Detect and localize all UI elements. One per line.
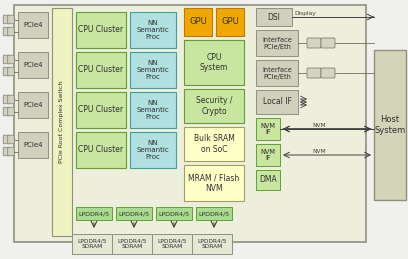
Text: MRAM / Flash
NVM: MRAM / Flash NVM <box>188 173 239 193</box>
Text: NVM
IF: NVM IF <box>260 123 275 135</box>
Bar <box>130 52 176 88</box>
Text: NVM
IF: NVM IF <box>260 148 275 162</box>
FancyBboxPatch shape <box>8 107 14 116</box>
Text: Display: Display <box>294 11 316 16</box>
Text: Local IF: Local IF <box>263 97 291 106</box>
Bar <box>256 144 280 166</box>
Bar <box>18 52 48 78</box>
Bar <box>76 132 126 168</box>
Text: PCIe Root Complex Switch: PCIe Root Complex Switch <box>60 81 64 163</box>
Bar <box>256 30 298 56</box>
Bar <box>72 234 112 254</box>
FancyBboxPatch shape <box>3 95 10 104</box>
Bar <box>116 207 152 220</box>
Text: PCIe4: PCIe4 <box>23 142 43 148</box>
Bar <box>18 12 48 38</box>
FancyBboxPatch shape <box>3 67 10 76</box>
FancyBboxPatch shape <box>3 107 10 116</box>
Bar <box>256 90 298 114</box>
Bar <box>112 234 152 254</box>
FancyBboxPatch shape <box>307 38 321 48</box>
Bar <box>184 40 244 85</box>
Bar <box>256 118 280 140</box>
Bar <box>256 60 298 86</box>
FancyBboxPatch shape <box>321 38 335 48</box>
Text: Interface
PCIe/Eth: Interface PCIe/Eth <box>262 37 292 49</box>
Bar <box>130 92 176 128</box>
Bar <box>256 8 292 26</box>
FancyBboxPatch shape <box>3 15 10 24</box>
Bar <box>76 92 126 128</box>
Text: Security /
Crypto: Security / Crypto <box>196 96 232 116</box>
Text: NVM: NVM <box>312 149 326 154</box>
Text: LPDDR4/5: LPDDR4/5 <box>118 211 150 216</box>
FancyBboxPatch shape <box>8 15 14 24</box>
Text: LPDDR4/5
SDRAM: LPDDR4/5 SDRAM <box>197 239 227 249</box>
FancyBboxPatch shape <box>8 135 14 144</box>
Text: CPU Cluster: CPU Cluster <box>78 25 124 34</box>
Text: NVM: NVM <box>312 123 326 128</box>
FancyBboxPatch shape <box>8 147 14 156</box>
Text: LPDDR4/5
SDRAM: LPDDR4/5 SDRAM <box>117 239 147 249</box>
Text: NN
Semantic
Proc: NN Semantic Proc <box>137 60 169 80</box>
Bar <box>374 50 406 200</box>
FancyBboxPatch shape <box>8 95 14 104</box>
FancyBboxPatch shape <box>8 55 14 64</box>
Text: LPDDR4/5: LPDDR4/5 <box>78 211 110 216</box>
Bar <box>14 5 366 242</box>
Bar <box>130 12 176 48</box>
FancyBboxPatch shape <box>3 27 10 36</box>
FancyBboxPatch shape <box>307 68 321 78</box>
Bar <box>76 52 126 88</box>
FancyBboxPatch shape <box>8 67 14 76</box>
Text: CPU Cluster: CPU Cluster <box>78 146 124 155</box>
Bar <box>192 234 232 254</box>
Text: LPDDR4/5: LPDDR4/5 <box>158 211 190 216</box>
Bar <box>184 127 244 161</box>
FancyBboxPatch shape <box>3 147 10 156</box>
Bar <box>156 207 192 220</box>
Bar <box>18 92 48 118</box>
Bar <box>184 165 244 201</box>
Text: DSI: DSI <box>268 12 280 21</box>
Text: PCIe4: PCIe4 <box>23 22 43 28</box>
Text: Interface
PCIe/Eth: Interface PCIe/Eth <box>262 67 292 80</box>
Text: CPU
System: CPU System <box>200 53 228 72</box>
Bar <box>76 12 126 48</box>
Text: NN
Semantic
Proc: NN Semantic Proc <box>137 140 169 160</box>
Text: CPU Cluster: CPU Cluster <box>78 105 124 114</box>
Text: PCIe4: PCIe4 <box>23 102 43 108</box>
Text: GPU: GPU <box>189 18 207 26</box>
Text: LPDDR4/5: LPDDR4/5 <box>198 211 230 216</box>
Bar <box>184 89 244 123</box>
Text: CPU Cluster: CPU Cluster <box>78 66 124 75</box>
FancyBboxPatch shape <box>8 27 14 36</box>
Text: NN
Semantic
Proc: NN Semantic Proc <box>137 20 169 40</box>
Bar <box>130 132 176 168</box>
Bar <box>76 207 112 220</box>
Text: Bulk SRAM
on SoC: Bulk SRAM on SoC <box>193 134 235 154</box>
Text: NN
Semantic
Proc: NN Semantic Proc <box>137 100 169 120</box>
Text: GPU: GPU <box>221 18 239 26</box>
FancyBboxPatch shape <box>3 55 10 64</box>
FancyBboxPatch shape <box>321 68 335 78</box>
Text: PCIe4: PCIe4 <box>23 62 43 68</box>
Bar <box>52 8 72 236</box>
Bar <box>216 8 244 36</box>
Bar <box>152 234 192 254</box>
Text: DMA: DMA <box>259 176 277 184</box>
Text: Host
System: Host System <box>375 115 406 135</box>
Text: LPDDR4/5
SDRAM: LPDDR4/5 SDRAM <box>157 239 187 249</box>
Bar <box>18 132 48 158</box>
Bar <box>184 8 212 36</box>
FancyBboxPatch shape <box>3 135 10 144</box>
Text: LPDDR4/5
SDRAM: LPDDR4/5 SDRAM <box>77 239 107 249</box>
Bar <box>196 207 232 220</box>
Bar <box>256 170 280 190</box>
